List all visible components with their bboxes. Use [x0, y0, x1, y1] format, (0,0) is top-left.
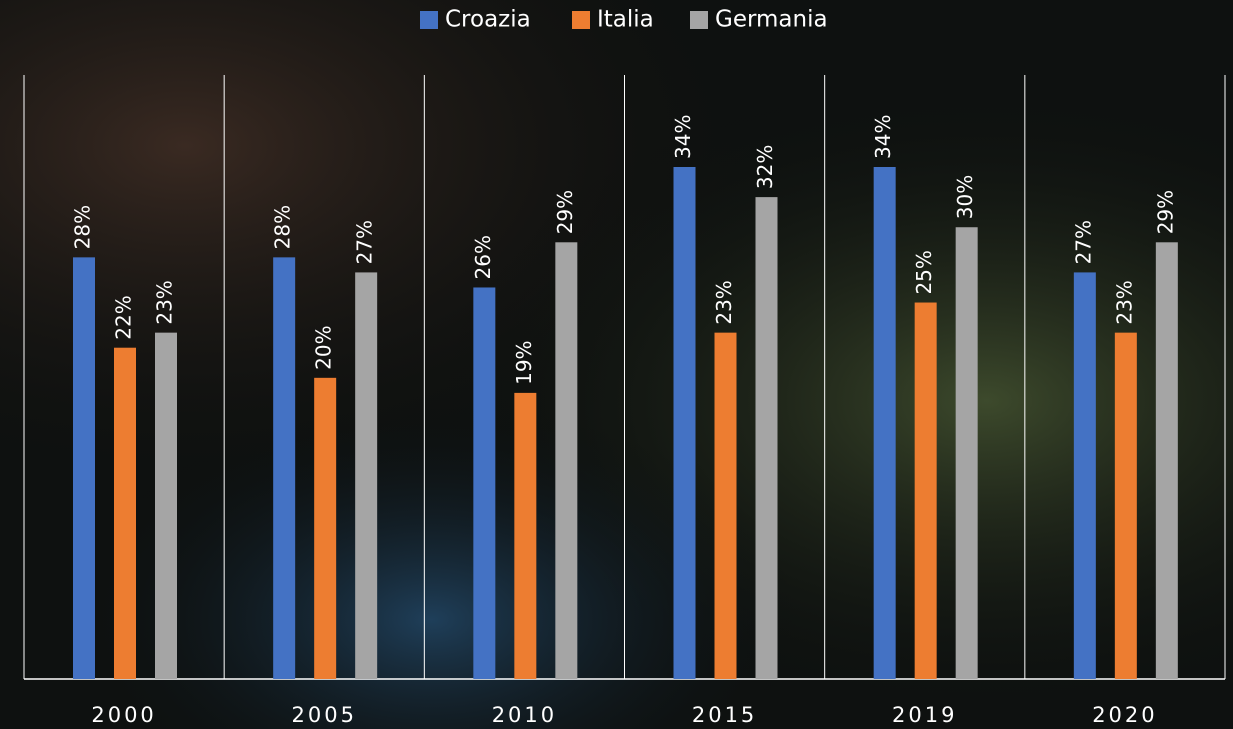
legend-swatch	[420, 11, 438, 29]
bar	[114, 348, 136, 679]
bar	[555, 242, 577, 679]
legend-label: Croazia	[445, 7, 531, 33]
bar	[155, 333, 177, 679]
data-label: 26%	[471, 235, 495, 279]
bar	[514, 393, 536, 679]
data-label: 19%	[512, 340, 536, 384]
bar	[1115, 333, 1137, 679]
x-tick-label: 2000	[91, 703, 156, 727]
data-label: 20%	[312, 325, 336, 369]
bar	[355, 272, 377, 679]
legend-label: Germania	[715, 7, 828, 33]
bar	[915, 303, 937, 679]
bar	[73, 257, 95, 679]
data-label: 27%	[353, 220, 377, 264]
data-label: 28%	[271, 205, 295, 249]
data-label: 22%	[112, 295, 136, 339]
data-label: 23%	[1112, 280, 1136, 324]
bar	[314, 378, 336, 679]
legend-swatch	[572, 11, 590, 29]
legend-swatch	[690, 11, 708, 29]
data-label: 27%	[1071, 220, 1095, 264]
x-tick-label: 2015	[692, 703, 757, 727]
data-label: 34%	[671, 115, 695, 159]
bar	[715, 333, 737, 679]
data-label: 28%	[71, 205, 95, 249]
x-tick-label: 2019	[892, 703, 957, 727]
x-tick-label: 2005	[292, 703, 357, 727]
bar	[273, 257, 295, 679]
data-label: 34%	[871, 115, 895, 159]
data-label: 30%	[953, 175, 977, 219]
data-label: 23%	[712, 280, 736, 324]
background-tint	[0, 0, 1233, 729]
bar	[473, 287, 495, 679]
bar	[674, 167, 696, 679]
bar	[756, 197, 778, 679]
data-label: 23%	[153, 280, 177, 324]
bar	[956, 227, 978, 679]
data-label: 29%	[1153, 190, 1177, 234]
x-tick-label: 2010	[492, 703, 557, 727]
data-label: 25%	[912, 250, 936, 294]
data-label: 32%	[753, 145, 777, 189]
bar	[874, 167, 896, 679]
bar	[1074, 272, 1096, 679]
x-tick-label: 2020	[1092, 703, 1157, 727]
data-label: 29%	[553, 190, 577, 234]
chart: 2000 28% 22% 23% 2005 28% 20% 27% 2010 26% 19% 29% 2…	[0, 0, 1233, 729]
bar	[1156, 242, 1178, 679]
legend-label: Italia	[597, 7, 654, 33]
